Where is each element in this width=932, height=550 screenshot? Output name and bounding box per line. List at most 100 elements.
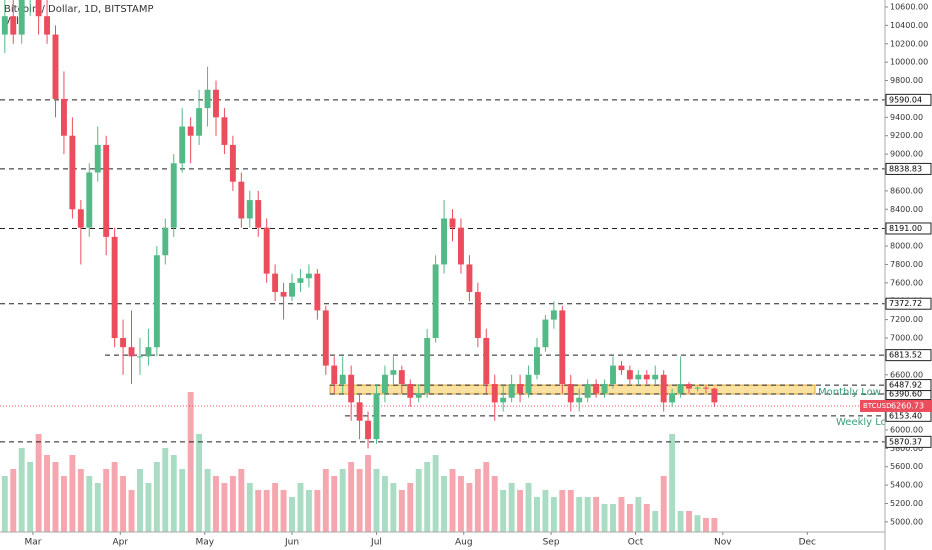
volume-bar [280,490,287,532]
y-tick-label: 8600.00 [890,186,923,195]
candle-body [474,292,481,338]
volume-bar [339,469,346,532]
volume-bar [398,490,405,532]
volume-bar [390,483,397,532]
volume-bar [18,448,25,532]
volume-bar [466,483,473,532]
weekly-label: Weekly Low [836,417,895,428]
y-tick-label: 7600.00 [890,278,923,287]
x-tick-label: Dec [799,538,816,548]
candle-body [35,0,42,17]
candle-body [348,374,355,403]
volume-bar [677,511,684,532]
zone-level-label-box [885,379,932,392]
candle-body [491,383,498,403]
volume-bar [103,469,110,532]
volume-bar [711,518,718,532]
y-tick-label: 7200.00 [890,315,923,324]
volume-bar [221,483,228,532]
volume-bar [643,504,650,532]
candle-body [128,347,135,357]
volume-bar [272,483,279,532]
volume-bar [204,469,211,532]
y-tick-label: 10400.00 [890,21,928,30]
candle-body [618,365,625,371]
volume-bar [550,497,557,532]
volume-bar [213,476,219,532]
volume-bar [120,476,127,532]
volume-bar [137,469,143,532]
y-tick-label: 9000.00 [890,150,923,159]
volume-bar [424,462,431,532]
volume-bar [86,476,93,532]
x-tick-label: Oct [628,538,644,548]
volume-bar [69,455,76,532]
volume-bar [314,490,321,532]
candle-body [584,383,591,398]
candle-body [415,393,422,398]
candle-body [170,163,177,228]
volume-bar [331,476,338,532]
x-tick-label: Jul [370,538,382,548]
candle-body [238,181,245,219]
candle-body [229,144,236,182]
candle-body [381,374,388,394]
volume-bar [356,469,363,532]
y-tick-label: 8400.00 [890,205,923,214]
candle-body [221,117,228,145]
x-tick-label: Apr [112,538,128,548]
y-tick-label: 5800.00 [890,444,923,453]
candle-body [10,16,17,35]
y-tick-label: 9200.00 [890,131,923,140]
volume-bar [491,476,498,532]
volume-bar [229,476,236,532]
volume-bar [381,476,388,532]
candle-body [652,374,659,380]
candle-body [711,388,718,403]
volume-bar [483,462,490,532]
volume-bar [686,511,692,532]
candle-body [86,172,93,228]
y-tick-label: 6600.00 [890,370,923,379]
candle-body [525,374,532,394]
level-label-text: 9590.04 [889,95,922,104]
candle-body [601,383,608,394]
volume-bar [508,483,515,532]
candle-body [542,319,549,348]
volume-bar [1,476,8,532]
x-tick-label: May [195,538,214,548]
candle-body [280,292,287,297]
volume-bar [559,490,566,532]
level-label-text: 6813.52 [889,351,922,360]
volume-bar [500,490,507,532]
volume-bar [162,448,169,532]
y-tick-label: 5200.00 [890,499,923,508]
level-label-box [885,297,932,310]
candle-body [424,337,431,394]
candle-body [263,227,270,274]
volume-bar [365,455,371,532]
candle-body [635,374,642,380]
candle-body [441,218,448,265]
volume-bar [449,469,456,532]
symbol-label: BTCUSD [863,402,892,410]
volume-bar [441,476,448,532]
volume-bar [584,497,591,532]
candle-body [483,337,490,384]
x-tick-label: Nov [714,538,732,548]
candle-body [508,383,515,398]
candle-body [137,356,143,358]
volume-bar [170,455,177,532]
candle-body [534,347,540,375]
candle-body [373,393,380,440]
volume-bar [322,469,329,532]
candle-body [458,227,464,265]
candle-body [297,278,304,283]
y-tick-label: 6000.00 [890,425,923,434]
volume-bar [593,497,600,532]
candle-body [255,200,262,228]
candle-body [643,374,650,380]
volume-bar [179,469,186,532]
candle-body [567,383,574,403]
